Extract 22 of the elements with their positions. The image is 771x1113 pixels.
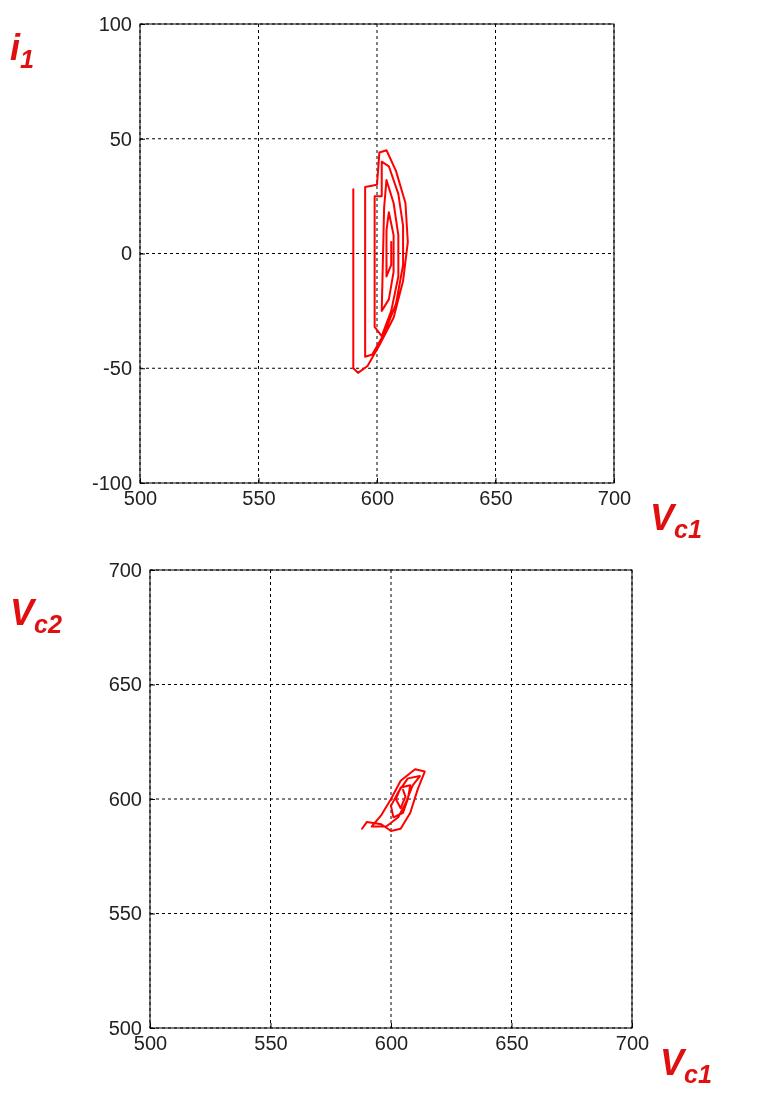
- x-axis-title: V$_{c1}$: [660, 1042, 713, 1088]
- x-tick-label: 650: [479, 487, 513, 510]
- x-tick-label: 700: [615, 1032, 650, 1055]
- y-axis-title: V$_{c2}$: [10, 592, 63, 638]
- y-tick-label: -50: [103, 357, 132, 380]
- x-tick-label: 600: [360, 487, 395, 510]
- y-tick-label: 50: [109, 127, 132, 150]
- y-axis-title: i$_{1}$: [10, 27, 35, 73]
- x-tick-label: 550: [242, 487, 276, 510]
- y-tick-label: 650: [108, 673, 142, 696]
- x-tick-label: 550: [254, 1032, 288, 1055]
- line-series: [352, 149, 409, 374]
- x-tick-label: 600: [374, 1032, 409, 1055]
- x-tick-label: 700: [597, 487, 632, 510]
- y-tick-label: 600: [108, 787, 142, 810]
- line-series: [361, 768, 426, 833]
- y-tick-label: 100: [98, 12, 132, 35]
- y-tick-label: 700: [108, 558, 142, 581]
- x-tick-label: 650: [495, 1032, 529, 1055]
- x-axis-title: V$_{c1}$: [650, 497, 703, 543]
- y-tick-label: 550: [108, 902, 142, 925]
- y-tick-label: 0: [120, 242, 132, 265]
